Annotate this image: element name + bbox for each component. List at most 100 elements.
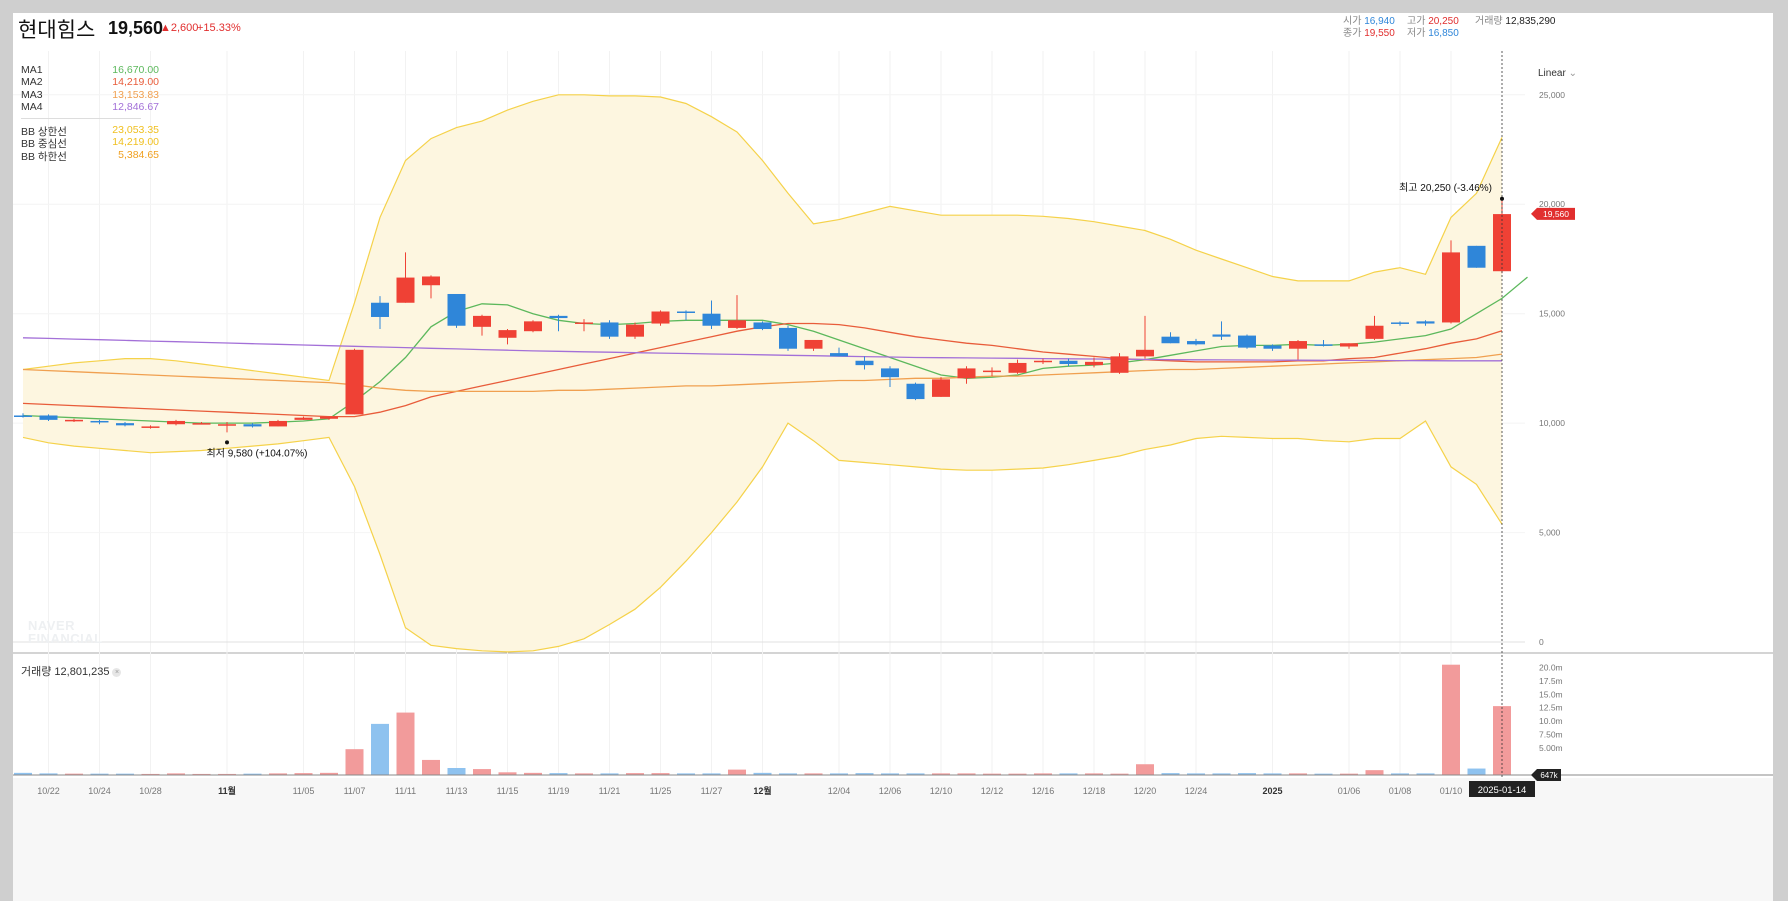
volume-bar <box>1110 773 1129 775</box>
volume-bar <box>779 773 797 775</box>
volume-bar <box>498 772 517 775</box>
current-price-label: 19,560 <box>1543 209 1569 219</box>
candle-body <box>1212 334 1231 337</box>
y-tick-label: 15,000 <box>1539 309 1565 319</box>
scale-type-dropdown[interactable]: Linear ⌄ <box>1538 68 1577 79</box>
volume-tick-label: 15.0m <box>1539 689 1563 699</box>
low-marker <box>225 440 229 445</box>
high-label: 고가 <box>1407 16 1426 27</box>
volume-bar <box>702 773 721 775</box>
candle-body <box>1365 325 1384 339</box>
candle-body <box>1493 214 1511 272</box>
watermark-line: FINANCIAL <box>28 631 103 646</box>
stock-change: ▲2,600 <box>160 22 199 34</box>
x-tick-label: 11/15 <box>497 786 519 796</box>
volume-bar <box>524 772 542 775</box>
candle-body <box>422 276 440 286</box>
candle-body <box>855 360 874 366</box>
x-tick-label: 10/22 <box>37 786 60 796</box>
volume-bar <box>192 773 211 775</box>
y-tick-label: 10,000 <box>1539 418 1565 428</box>
volume-bar <box>1314 773 1333 775</box>
legend-name: BB 중심선 <box>21 138 67 151</box>
candle-body <box>1187 341 1205 345</box>
volume-bar <box>218 773 236 775</box>
legend-value: 12,846.67 <box>112 100 159 113</box>
candle-body <box>320 416 338 419</box>
legend-value: 5,384.65 <box>118 148 159 161</box>
volume-tick-label: 7.50m <box>1539 730 1563 740</box>
x-tick-label: 11/11 <box>395 786 416 796</box>
volume-bar <box>600 773 619 775</box>
volume-bar <box>881 773 899 775</box>
x-tick-label: 12월 <box>753 785 771 796</box>
y-tick-label: 0 <box>1539 637 1544 647</box>
candle-body <box>1416 321 1435 324</box>
close-circle-icon[interactable]: × <box>112 667 122 677</box>
low-value: 16,850 <box>1428 28 1459 39</box>
x-tick-label: 11/21 <box>599 786 621 796</box>
date-tag-label: 2025-01-14 <box>1478 785 1527 796</box>
volume-bar <box>90 773 109 775</box>
legend-name: BB 상한선 <box>21 126 67 138</box>
y-tick-label: 25,000 <box>1539 90 1565 100</box>
current-volume-tag <box>1531 769 1561 781</box>
volume-bar <box>1391 773 1409 775</box>
volume-bar <box>575 773 593 775</box>
candle-body <box>498 330 517 338</box>
price-chart[interactable]: 25,000 20,000 15,000 10,000 5,000 0 20.0m 17.5m… <box>13 13 1773 901</box>
volume-bar <box>65 773 83 775</box>
volume-tick-label: 17.5m <box>1539 676 1563 686</box>
volume-panel-title: 거래량 12,801,235 <box>21 666 110 678</box>
candle-body <box>447 293 466 326</box>
candle-body <box>753 322 772 330</box>
volume-tick-label: 5.00m <box>1539 743 1563 753</box>
candle-body <box>14 415 32 417</box>
candle-body <box>1136 349 1154 357</box>
candle-body <box>651 311 670 324</box>
volume-bar <box>983 773 1001 775</box>
candle-body <box>932 379 950 397</box>
candle-body <box>779 327 797 349</box>
candle-body <box>1442 252 1460 323</box>
bollinger-lower-line <box>22 420 1503 653</box>
low-price: 저가 16,850 <box>1407 24 1459 39</box>
volume-bar <box>1289 773 1307 775</box>
volume-bar <box>957 773 976 775</box>
candle-body <box>1238 335 1256 348</box>
volume-bar <box>804 773 823 775</box>
volume-bar <box>1085 773 1103 775</box>
legend-name: BB 하한선 <box>21 150 67 163</box>
volume-bar <box>141 773 160 775</box>
x-tick-label: 12/10 <box>930 786 953 796</box>
volume-bar <box>549 773 568 775</box>
x-tick-label: 2025 <box>1262 786 1282 796</box>
high-annotation: 최고 20,250 (-3.46%) <box>1399 182 1492 194</box>
candle-body <box>881 368 899 378</box>
candle-body <box>906 383 925 400</box>
candle-body <box>1059 360 1078 365</box>
volume-panel-label: 거래량 12,801,235 × <box>21 663 122 679</box>
candle-body <box>371 302 389 317</box>
x-tick-label: 11/07 <box>344 786 366 796</box>
candle-body <box>116 423 134 426</box>
legend-name: MA2 <box>21 76 43 89</box>
candle-body <box>702 313 721 326</box>
candle-body <box>1085 361 1103 366</box>
volume-info-label: 거래량 <box>1475 16 1503 27</box>
volume-bar <box>422 759 440 775</box>
high-marker <box>1500 196 1504 201</box>
current-price-tag <box>1531 207 1575 220</box>
volume-bar <box>1212 773 1231 775</box>
candle-body <box>728 320 746 328</box>
candle-body <box>1263 345 1282 349</box>
legend-name: MA1 <box>21 64 43 76</box>
volume-bar <box>269 773 287 775</box>
volume-bar <box>855 773 874 775</box>
candle-body <box>1110 356 1129 373</box>
volume-bar <box>1442 664 1460 775</box>
volume-bar <box>294 773 313 775</box>
candle-body <box>575 322 593 324</box>
close-value: 19,550 <box>1364 28 1395 39</box>
volume-bar <box>1008 773 1027 775</box>
